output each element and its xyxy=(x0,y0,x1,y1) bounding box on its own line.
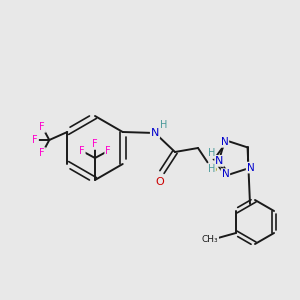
Text: N: N xyxy=(215,156,223,166)
Text: CH₃: CH₃ xyxy=(202,236,218,244)
Text: F: F xyxy=(92,139,98,149)
Text: N: N xyxy=(151,128,159,138)
Text: F: F xyxy=(79,146,85,156)
Text: H: H xyxy=(208,148,215,158)
Text: F: F xyxy=(40,122,45,132)
Text: O: O xyxy=(156,177,164,187)
Text: F: F xyxy=(40,148,45,158)
Text: F: F xyxy=(32,135,38,145)
Text: N: N xyxy=(220,137,228,147)
Text: H: H xyxy=(208,164,215,174)
Text: S: S xyxy=(209,161,217,175)
Text: H: H xyxy=(160,120,168,130)
Text: N: N xyxy=(247,163,254,172)
Text: N: N xyxy=(222,169,229,179)
Text: F: F xyxy=(105,146,111,156)
